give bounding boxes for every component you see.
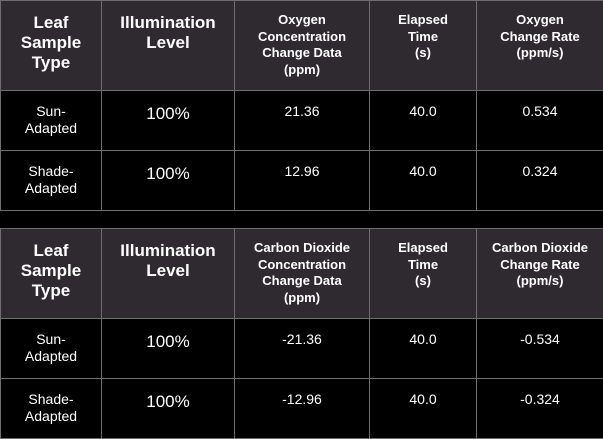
cell-elapsed-time: 40.0 [369,318,477,379]
header-oxygen-change-rate: Oxygen Change Rate (ppm/s) [476,0,603,91]
header-elapsed-time: Elapsed Time (s) [369,228,477,319]
table-row: Shade- Adapted 100% 12.96 40.0 0.324 [0,150,603,211]
cell-illumination: 100% [101,90,235,151]
cell-leaf-type: Sun- Adapted [0,318,102,379]
cell-illumination: 100% [101,318,235,379]
cell-illumination: 100% [101,150,235,211]
header-elapsed-time: Elapsed Time (s) [369,0,477,91]
cell-elapsed-time: 40.0 [369,378,477,439]
cell-concentration-change: -21.36 [234,318,370,379]
header-oxygen-concentration-change: Oxygen Concentration Change Data (ppm) [234,0,370,91]
cell-change-rate: -0.534 [476,318,603,379]
table-row: Shade- Adapted 100% -12.96 40.0 -0.324 [0,378,603,439]
cell-leaf-type: Sun- Adapted [0,90,102,151]
cell-elapsed-time: 40.0 [369,90,477,151]
cell-leaf-type: Shade- Adapted [0,150,102,211]
oxygen-data-table: Leaf Sample Type Illumination Level Oxyg… [0,0,603,211]
cell-illumination: 100% [101,378,235,439]
header-leaf-sample-type: Leaf Sample Type [0,0,102,91]
table-header-row: Leaf Sample Type Illumination Level Carb… [0,228,603,319]
table-header-row: Leaf Sample Type Illumination Level Oxyg… [0,0,603,91]
cell-change-rate: -0.324 [476,378,603,439]
header-illumination-level: Illumination Level [101,228,235,319]
header-co2-change-rate: Carbon Dioxide Change Rate (ppm/s) [476,228,603,319]
carbon-dioxide-data-table: Leaf Sample Type Illumination Level Carb… [0,228,603,439]
cell-concentration-change: -12.96 [234,378,370,439]
header-co2-concentration-change: Carbon Dioxide Concentration Change Data… [234,228,370,319]
cell-change-rate: 0.534 [476,90,603,151]
header-illumination-level: Illumination Level [101,0,235,91]
header-leaf-sample-type: Leaf Sample Type [0,228,102,319]
cell-elapsed-time: 40.0 [369,150,477,211]
cell-concentration-change: 21.36 [234,90,370,151]
cell-leaf-type: Shade- Adapted [0,378,102,439]
table-row: Sun- Adapted 100% 21.36 40.0 0.534 [0,90,603,151]
table-row: Sun- Adapted 100% -21.36 40.0 -0.534 [0,318,603,379]
cell-concentration-change: 12.96 [234,150,370,211]
cell-change-rate: 0.324 [476,150,603,211]
